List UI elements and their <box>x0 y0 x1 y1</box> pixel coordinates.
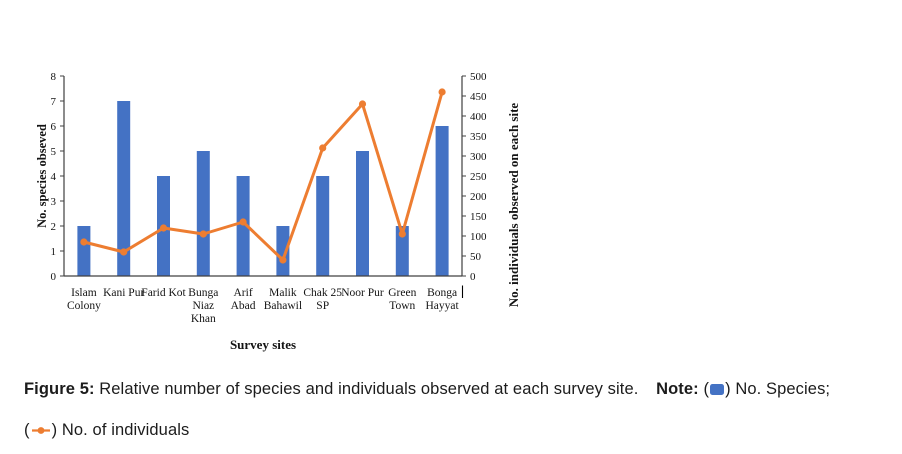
individuals-legend-text: ) No. of individuals <box>51 421 190 439</box>
right-axis-tick-label: 200 <box>470 191 487 203</box>
line-marker <box>239 218 247 226</box>
note-label: Note: <box>656 380 699 398</box>
individuals-legend-open-paren: ( <box>24 421 30 439</box>
category-label: Chak 25 SP <box>303 287 342 312</box>
line-marker <box>199 230 207 238</box>
category-label: Farid Kot <box>141 287 186 299</box>
left-axis-tick-label: 3 <box>51 196 57 208</box>
line-marker <box>438 88 446 96</box>
left-axis-tick-label: 1 <box>51 246 57 258</box>
species-legend: ( ) No. Species; <box>703 380 830 398</box>
right-axis-tick-label: 350 <box>470 131 487 143</box>
species-legend-open-paren: ( <box>703 380 710 398</box>
category-label: Bunga Niaz Khan <box>188 287 218 325</box>
line-marker <box>159 224 168 232</box>
right-axis-tick-label: 150 <box>470 211 487 223</box>
right-axis-tick-label: 0 <box>470 271 476 283</box>
left-axis-tick-label: 4 <box>51 171 57 183</box>
category-label: Noor Pur <box>341 287 384 299</box>
right-axis-tick-label: 500 <box>470 71 487 83</box>
figure-caption: Figure 5: Relative number of species and… <box>24 379 890 440</box>
line-marker <box>358 100 367 108</box>
individuals-line <box>83 91 444 262</box>
caption-line-1: Figure 5: Relative number of species and… <box>24 379 890 399</box>
line-marker <box>80 238 88 246</box>
line-marker <box>398 230 406 238</box>
line-marker-icon <box>31 427 50 434</box>
right-axis-tick-label: 50 <box>470 251 482 263</box>
bar <box>196 151 210 276</box>
caption-line-2: ( ) No. of individuals <box>24 420 890 440</box>
bar-swatch-icon <box>710 384 725 395</box>
category-label: Green Town <box>388 287 416 312</box>
category-label: Islam Colony <box>67 287 101 312</box>
line-marker <box>120 248 128 256</box>
figure-number-label: Figure 5: <box>24 380 95 398</box>
figure-caption-text: Relative number of species and individua… <box>99 380 639 398</box>
left-axis-tick-label: 0 <box>51 271 57 283</box>
left-axis-title: No. species obseved <box>35 124 49 228</box>
category-label: Kani Pur <box>103 287 144 299</box>
right-axis-title: No. individuals observed on each site <box>506 103 521 308</box>
category-label: Malik Bahawil <box>264 287 302 312</box>
left-axis-tick-label: 7 <box>51 96 57 108</box>
left-axis-tick-label: 6 <box>51 121 57 133</box>
right-axis-tick-label: 100 <box>470 231 487 243</box>
bar <box>236 176 250 276</box>
species-legend-text: ) No. Species; <box>725 380 831 398</box>
right-axis-tick-label: 450 <box>470 91 487 103</box>
right-axis-tick-label: 400 <box>470 111 487 123</box>
bar <box>395 226 409 276</box>
right-axis-tick-label: 250 <box>470 171 487 183</box>
left-axis-tick-label: 5 <box>51 146 57 158</box>
bar <box>117 101 131 276</box>
category-label: Arif Abad <box>231 287 256 312</box>
bar <box>435 126 449 276</box>
bar <box>356 151 369 276</box>
individuals-legend: ( ) No. of individuals <box>24 421 189 439</box>
bar <box>276 226 290 276</box>
bar <box>316 176 330 276</box>
left-axis-tick-label: 2 <box>51 221 57 233</box>
left-axis-tick-label: 8 <box>51 71 57 83</box>
category-label: Bonga Hayyat <box>425 287 459 312</box>
line-marker <box>279 256 287 264</box>
species-individuals-combo-chart: 0 1 2 3 4 5 6 7 8 0 50 100 150 200 250 300 350 400 450 500 I… <box>35 71 521 352</box>
right-axis-tick-label: 300 <box>470 151 487 163</box>
line-marker <box>319 144 327 152</box>
bar <box>77 226 91 276</box>
x-axis-title: Survey sites <box>230 337 296 352</box>
